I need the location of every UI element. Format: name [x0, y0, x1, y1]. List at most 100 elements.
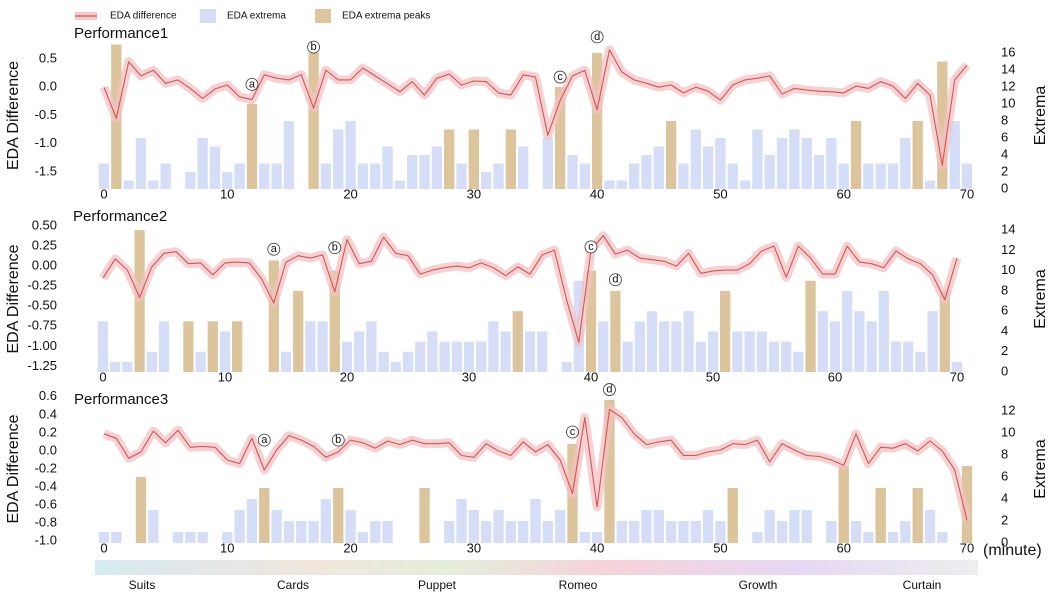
bar	[293, 290, 304, 372]
bar	[641, 155, 652, 189]
y2-tick-label: 6	[1001, 129, 1008, 144]
bar	[222, 172, 233, 189]
bar	[683, 311, 694, 372]
line	[102, 235, 958, 343]
bar	[887, 531, 899, 543]
bar	[305, 321, 316, 372]
y2-tick-label: 2	[1001, 512, 1008, 527]
y2-tick-label: 6	[1001, 303, 1008, 318]
annotation-circle	[307, 40, 320, 54]
bar	[345, 121, 356, 189]
bar	[493, 509, 504, 543]
bar	[854, 311, 865, 372]
bar	[752, 129, 763, 189]
y-tick-label: 0.2	[39, 424, 57, 439]
bar	[98, 531, 110, 543]
bar	[341, 341, 353, 372]
y-tick-label: 0.50	[32, 217, 57, 232]
bar	[793, 351, 804, 372]
bar	[801, 138, 812, 189]
x-tick-label: 0	[100, 186, 107, 201]
bar	[912, 487, 923, 543]
bar	[641, 509, 652, 543]
bar	[283, 121, 295, 189]
annotation-circle	[609, 273, 622, 287]
bar	[961, 163, 973, 189]
scene-strip	[95, 560, 978, 575]
bar	[451, 341, 462, 372]
bar	[378, 351, 389, 372]
bar	[517, 146, 529, 189]
y2-tick-label: 14	[1001, 221, 1015, 236]
bar	[158, 321, 170, 372]
annotation-label: a	[271, 243, 278, 255]
bar	[924, 180, 936, 189]
x-axis-label: (minute)	[983, 542, 1042, 559]
bar	[715, 520, 726, 543]
bar	[488, 321, 499, 372]
bar	[505, 129, 517, 189]
y2-axis-label: Extrema	[1032, 269, 1049, 329]
x-tick-label: 50	[713, 540, 727, 555]
bar	[927, 311, 938, 372]
y-tick-label: 0.00	[32, 258, 57, 273]
bar	[732, 331, 743, 372]
bar	[659, 321, 670, 372]
y-tick-label: -1.0	[35, 135, 57, 150]
y-tick-label: -0.5	[35, 107, 57, 122]
annotation-label: a	[261, 434, 268, 446]
y2-tick-label: 6	[1001, 468, 1008, 483]
bar	[585, 270, 597, 372]
y2-tick-label: 0	[1001, 180, 1008, 195]
bar	[431, 146, 443, 189]
bar	[468, 129, 480, 189]
bar	[764, 509, 775, 543]
y2-tick-label: 12	[1001, 242, 1015, 257]
bar	[591, 531, 603, 543]
y2-tick-label: 8	[1001, 446, 1008, 461]
bar	[878, 290, 889, 372]
bar	[172, 531, 184, 543]
bar	[817, 311, 828, 372]
bar	[259, 163, 270, 189]
y-tick-label: -1.5	[35, 163, 57, 178]
x-tick-label: 50	[706, 369, 720, 384]
scene-label: Puppet	[418, 578, 457, 592]
bar	[937, 531, 948, 543]
bar	[268, 260, 279, 372]
bar	[850, 520, 862, 543]
bar	[604, 180, 615, 189]
bar	[320, 163, 332, 189]
bar	[924, 509, 936, 543]
bar	[333, 487, 344, 543]
legend-swatch	[315, 9, 331, 23]
bar	[887, 163, 899, 189]
bar	[370, 163, 381, 189]
x-tick-label: 20	[343, 540, 357, 555]
bar	[702, 146, 714, 189]
scene-label: Growth	[739, 578, 778, 592]
x-tick-label: 10	[220, 186, 234, 201]
y-tick-label: -0.6	[35, 497, 57, 512]
bar	[456, 163, 467, 189]
bar	[505, 520, 517, 543]
bar	[463, 341, 475, 372]
bar	[524, 331, 536, 372]
bar	[197, 138, 208, 189]
bar	[333, 129, 344, 189]
bar	[135, 138, 147, 189]
y2-tick-label: 10	[1001, 262, 1015, 277]
y2-tick-label: 0	[1001, 534, 1008, 549]
annotation-label: d	[606, 383, 612, 395]
bar	[900, 138, 911, 189]
bar	[768, 341, 780, 372]
bar	[702, 509, 714, 543]
bar	[554, 509, 566, 543]
panel-title: Performance2	[73, 208, 167, 225]
bar	[776, 138, 788, 189]
x-tick-label: 60	[828, 369, 842, 384]
bar	[111, 531, 122, 543]
line	[103, 408, 968, 521]
bar	[357, 531, 369, 543]
